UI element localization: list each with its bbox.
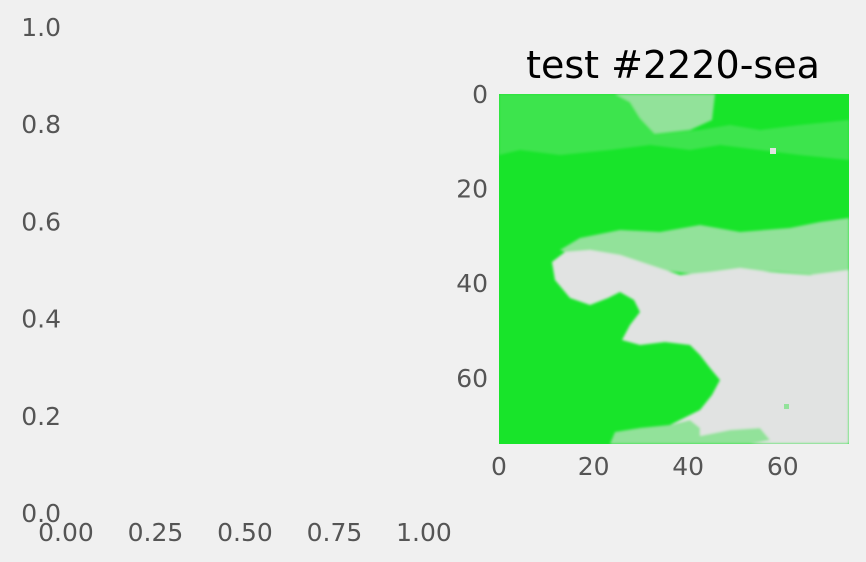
heatmap-x-tick-label: 0 xyxy=(491,452,507,481)
x-tick-label: 0.25 xyxy=(128,518,184,547)
x-tick-label: 1.00 xyxy=(396,518,452,547)
y-tick-label: 1.0 xyxy=(21,13,61,42)
heatmap-image xyxy=(499,94,849,444)
heatmap-axes: test #2220-sea xyxy=(456,43,849,481)
heatmap-x-ticks: 0 20 40 60 xyxy=(491,452,799,481)
x-tick-label: 0.75 xyxy=(307,518,363,547)
heatmap-x-tick-label: 20 xyxy=(578,452,610,481)
sea-light-band xyxy=(560,218,849,280)
land-speck xyxy=(770,148,776,154)
heatmap-y-tick-label: 0 xyxy=(472,80,488,109)
sea-light-top xyxy=(615,94,715,134)
empty-axes-x-ticks: 0.00 0.25 0.50 0.75 1.00 xyxy=(38,518,452,547)
y-tick-label: 0.2 xyxy=(21,402,61,431)
sea-mid-region xyxy=(499,94,849,160)
x-tick-label: 0.00 xyxy=(38,518,94,547)
heatmap-x-tick-label: 40 xyxy=(672,452,704,481)
land-region xyxy=(552,250,849,444)
heatmap-y-tick-label: 20 xyxy=(456,175,488,204)
sea-speck xyxy=(784,404,789,409)
empty-axes: 0.0 0.2 0.4 0.6 0.8 1.0 0.00 0.25 0.50 0.75 1.00 xyxy=(21,13,452,547)
x-tick-label: 0.50 xyxy=(217,518,273,547)
heatmap-y-tick-label: 40 xyxy=(456,269,488,298)
y-tick-label: 0.0 xyxy=(21,499,61,528)
y-tick-label: 0.8 xyxy=(21,110,61,139)
sea-light-bottom xyxy=(610,420,770,444)
empty-axes-y-ticks: 0.0 0.2 0.4 0.6 0.8 1.0 xyxy=(21,13,61,528)
heatmap-y-tick-label: 60 xyxy=(456,364,488,393)
heatmap-title: test #2220-sea xyxy=(526,43,820,87)
y-tick-label: 0.6 xyxy=(21,207,61,236)
heatmap-x-tick-label: 60 xyxy=(767,452,799,481)
heatmap-y-ticks: 0 20 40 60 xyxy=(456,80,488,393)
y-tick-label: 0.4 xyxy=(21,305,61,334)
